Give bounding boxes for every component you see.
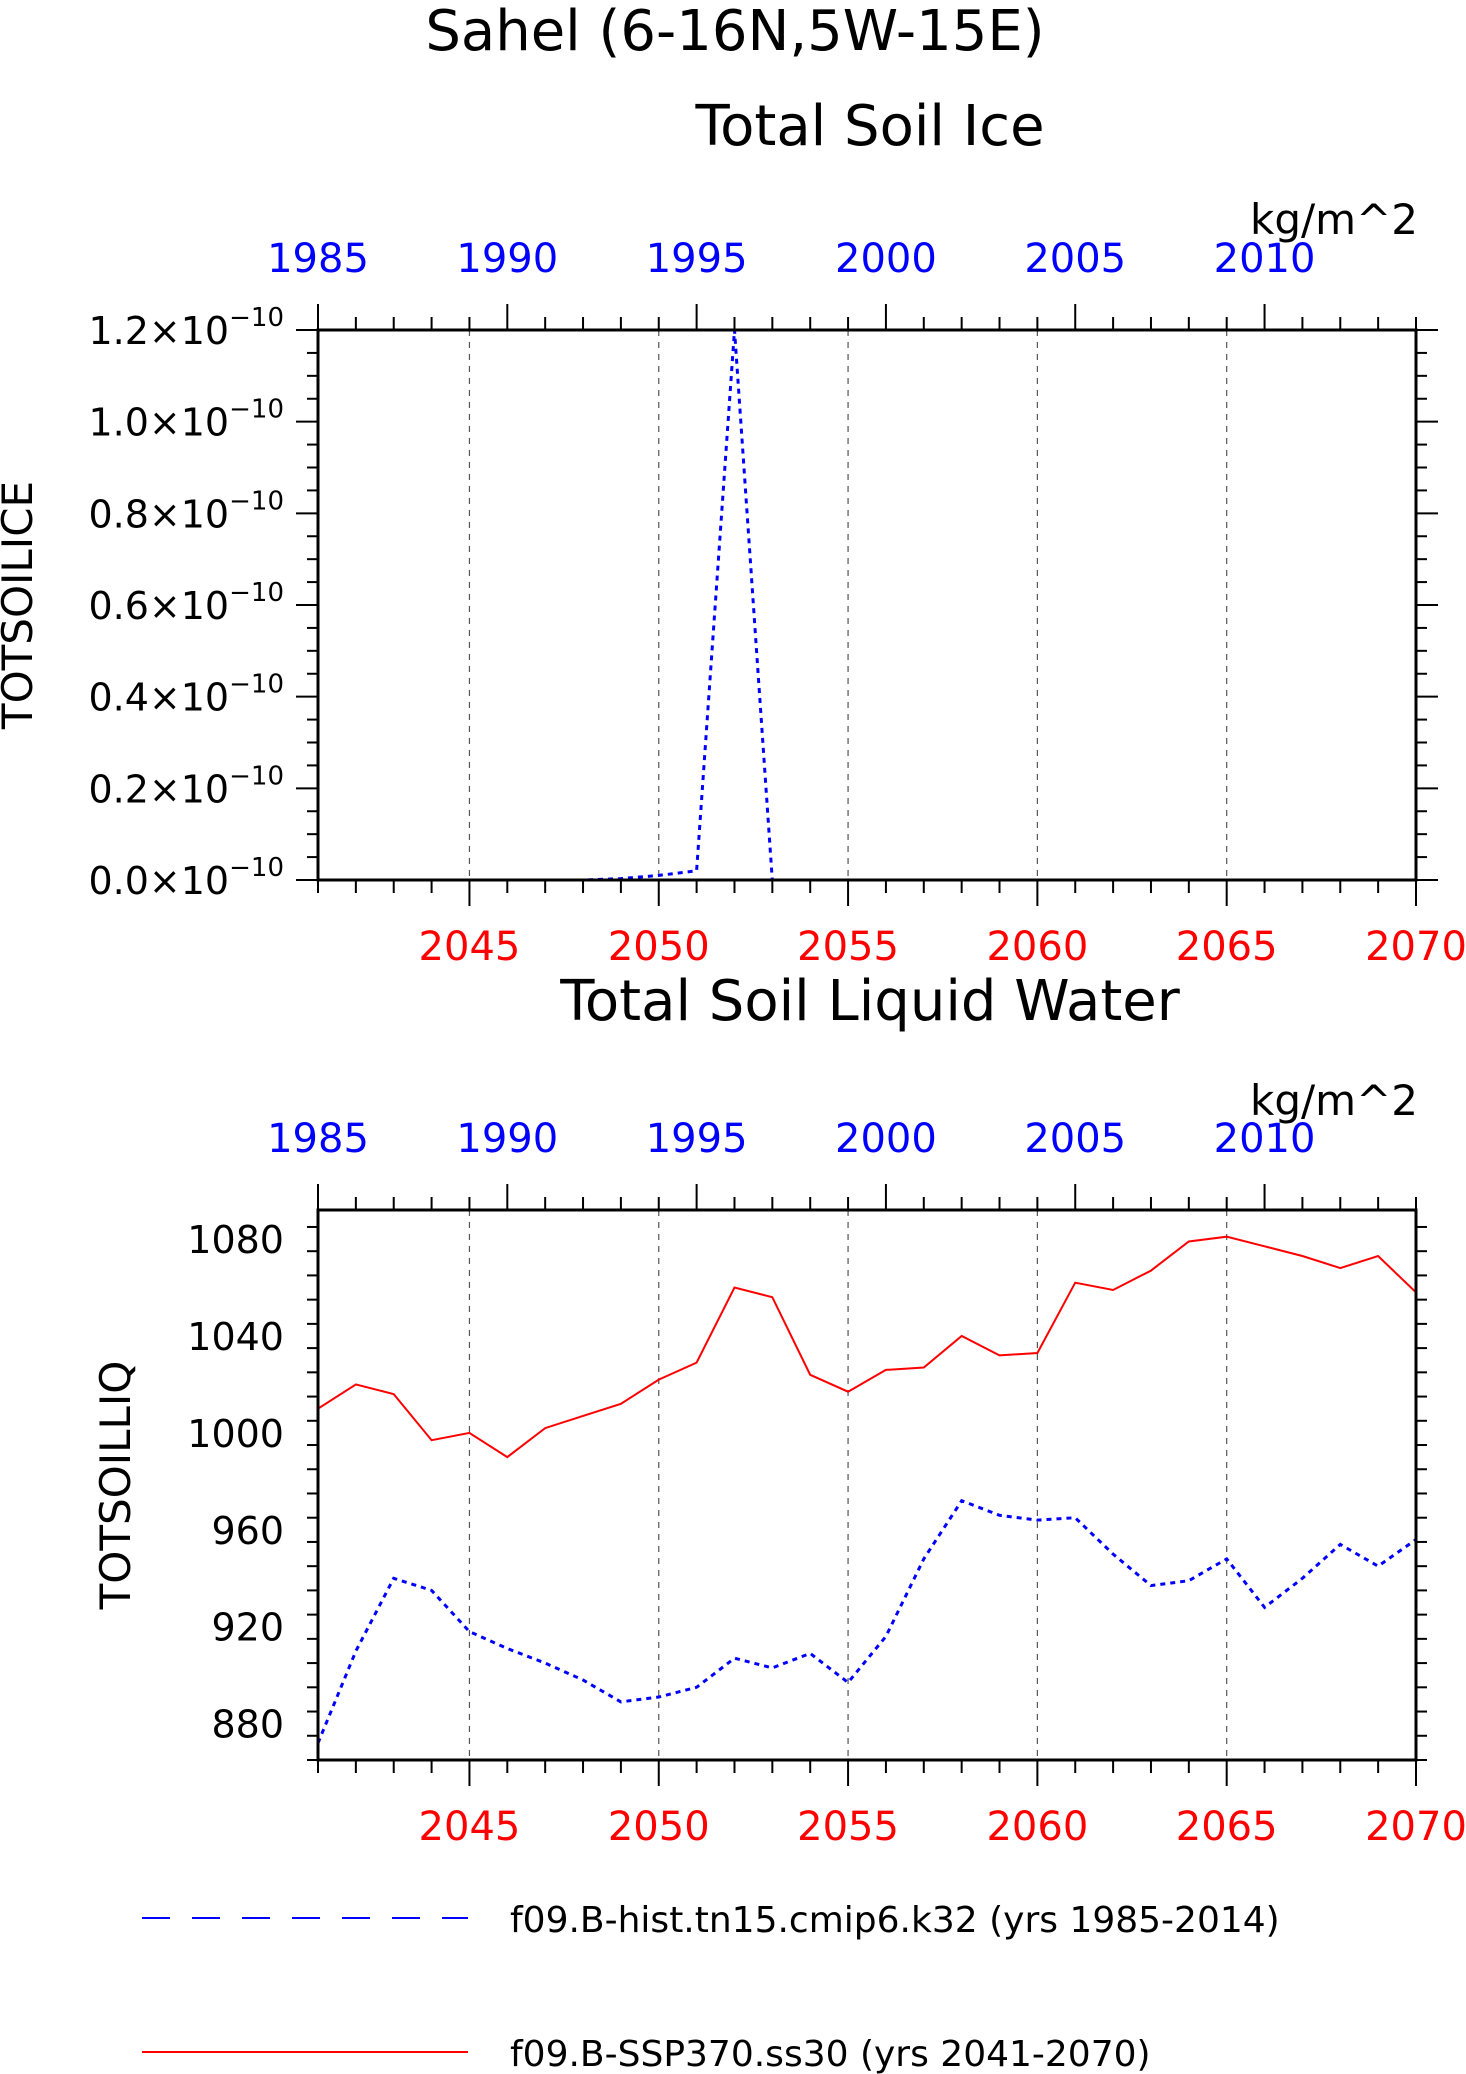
x-top-tick-label-1990: 1990 bbox=[456, 236, 558, 282]
y-tick-mantissa: 0.8×10 bbox=[88, 492, 229, 536]
y-tick-exponent: −10 bbox=[229, 303, 284, 333]
y-tick-mantissa: 0.4×10 bbox=[88, 676, 229, 720]
y-tick-label-0.2: 0.2×10−10 bbox=[88, 761, 284, 811]
panel-1-ylabel: TOTSOILICE bbox=[0, 481, 42, 730]
y-tick-exponent: −10 bbox=[229, 486, 284, 516]
plot-frame bbox=[316, 328, 1418, 882]
x-bottom-tick-label-2055: 2055 bbox=[797, 924, 899, 970]
panel-1-title: Total Soil Ice bbox=[694, 94, 1044, 159]
panel-2-units: kg/m^2 bbox=[1250, 1076, 1418, 1125]
y-tick-label-1.0: 1.0×10−10 bbox=[88, 395, 284, 445]
x-top-tick-label-1990: 1990 bbox=[456, 1116, 558, 1162]
panel-1-units: kg/m^2 bbox=[1250, 195, 1418, 244]
x-top-tick-label-1995: 1995 bbox=[646, 1116, 748, 1162]
series-line-hist bbox=[318, 1498, 1416, 1744]
legend-label-ssp: f09.B-SSP370.ss30 (yrs 2041-2070) bbox=[510, 2034, 1151, 2074]
series-line-ssp bbox=[318, 1235, 1416, 1459]
plot-frame bbox=[316, 1208, 1418, 1762]
x-bottom-tick-label-2045: 2045 bbox=[419, 1804, 521, 1850]
x-bottom-tick-label-2060: 2060 bbox=[986, 1804, 1088, 1850]
x-bottom-tick-label-2070: 2070 bbox=[1365, 1804, 1466, 1850]
x-bottom-tick-label-2050: 2050 bbox=[608, 1804, 710, 1850]
x-bottom-tick-label-2065: 2065 bbox=[1176, 1804, 1278, 1850]
y-tick-label-0.8: 0.8×10−10 bbox=[88, 486, 284, 536]
y-tick-label-1000: 1000 bbox=[187, 1412, 284, 1456]
x-bottom-tick-label-2065: 2065 bbox=[1176, 924, 1278, 970]
legend: f09.B-hist.tn15.cmip6.k32 (yrs 1985-2014… bbox=[142, 1900, 1280, 2074]
panel-2-total-soil-liquid-water: 2045 2050 2055 2060 2065 2070 1985 1990 1995 2000… bbox=[187, 1116, 1466, 1850]
x-bottom-tick-label-2045: 2045 bbox=[419, 924, 521, 970]
x-top-tick-label-2000: 2000 bbox=[835, 1116, 937, 1162]
y-tick-label-1040: 1040 bbox=[187, 1315, 284, 1359]
y-tick-mantissa: 0.0×10 bbox=[88, 859, 229, 903]
y-tick-label-0.0: 0.0×10−10 bbox=[88, 853, 284, 903]
y-tick-mantissa: 1.2×10 bbox=[88, 309, 229, 353]
y-tick-exponent: −10 bbox=[229, 761, 284, 791]
y-tick-exponent: −10 bbox=[229, 853, 284, 883]
y-tick-exponent: −10 bbox=[229, 395, 284, 425]
y-tick-label-960: 960 bbox=[211, 1509, 284, 1553]
x-top-tick-label-2000: 2000 bbox=[835, 236, 937, 282]
y-tick-label-880: 880 bbox=[211, 1703, 284, 1747]
y-tick-label-920: 920 bbox=[211, 1606, 284, 1650]
x-top-tick-label-2010: 2010 bbox=[1214, 236, 1316, 282]
y-tick-mantissa: 1.0×10 bbox=[88, 401, 229, 445]
x-bottom-tick-label-2050: 2050 bbox=[608, 924, 710, 970]
x-top-tick-label-1995: 1995 bbox=[646, 236, 748, 282]
x-bottom-tick-label-2060: 2060 bbox=[986, 924, 1088, 970]
y-tick-label-1.2: 1.2×10−10 bbox=[88, 303, 284, 353]
x-bottom-tick-label-2070: 2070 bbox=[1365, 924, 1466, 970]
y-tick-label-0.6: 0.6×10−10 bbox=[88, 578, 284, 628]
x-top-tick-label-1985: 1985 bbox=[267, 236, 369, 282]
y-tick-mantissa: 0.6×10 bbox=[88, 584, 229, 628]
y-tick-label-0.4: 0.4×10−10 bbox=[88, 670, 284, 720]
panel-2-title: Total Soil Liquid Water bbox=[559, 969, 1181, 1034]
x-top-tick-label-2010: 2010 bbox=[1214, 1116, 1316, 1162]
panel-1-total-soil-ice: 2045 2050 2055 2060 2065 2070 1985 1990 1995 2000… bbox=[88, 236, 1466, 970]
figure-title: Sahel (6-16N,5W-15E) bbox=[425, 0, 1044, 64]
x-top-tick-label-1985: 1985 bbox=[267, 1116, 369, 1162]
y-tick-exponent: −10 bbox=[229, 578, 284, 608]
legend-label-hist: f09.B-hist.tn15.cmip6.k32 (yrs 1985-2014… bbox=[510, 1900, 1280, 1941]
panel-2-ylabel: TOTSOILLIQ bbox=[91, 1361, 140, 1611]
y-tick-exponent: −10 bbox=[229, 670, 284, 700]
x-bottom-tick-label-2055: 2055 bbox=[797, 1804, 899, 1850]
y-tick-label-1080: 1080 bbox=[187, 1218, 284, 1262]
x-top-tick-label-2005: 2005 bbox=[1024, 236, 1126, 282]
y-tick-mantissa: 0.2×10 bbox=[88, 767, 229, 811]
x-top-tick-label-2005: 2005 bbox=[1024, 1116, 1126, 1162]
